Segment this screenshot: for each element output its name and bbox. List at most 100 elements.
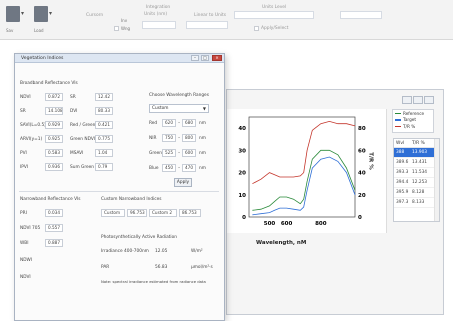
- units-nm-label: Units (nm): [144, 12, 168, 17]
- integration-field[interactable]: [142, 21, 176, 29]
- band-to[interactable]: 470: [182, 164, 196, 172]
- legend-swatch: [395, 125, 401, 127]
- minimize-icon[interactable]: [402, 96, 412, 104]
- save-button[interactable]: [6, 6, 20, 22]
- legend-swatch: [395, 112, 401, 114]
- wng-caption: Wng: [121, 26, 131, 31]
- list-item-value: 12.253: [412, 180, 428, 185]
- par-row-value: 56.83: [155, 265, 168, 270]
- legend-item-target: Target: [393, 117, 433, 124]
- load-button-label: Load: [34, 28, 44, 33]
- sensor-select-value: Custom: [152, 106, 169, 111]
- y-right-tick: 40: [358, 171, 366, 177]
- y-right-tick: 80: [358, 126, 366, 132]
- apply-select-label: Apply/Select: [261, 26, 289, 31]
- maximize-icon[interactable]: □: [201, 55, 209, 61]
- section-divider: [19, 191, 219, 192]
- custom-narrowband-header: Custom Narrowband Indices: [101, 197, 162, 202]
- list-item-value: 13.903: [412, 150, 428, 155]
- load-connect-field[interactable]: [340, 11, 382, 19]
- band-name: Green: [149, 151, 163, 156]
- y-left-tick: 10: [238, 193, 246, 199]
- custom-index-value: 96.753: [127, 209, 147, 217]
- legend-item-reference: Reference: [393, 110, 433, 117]
- series-line-2: [252, 156, 356, 216]
- index-name: SR: [20, 109, 26, 114]
- custom-index-label[interactable]: Custom 2: [149, 209, 177, 217]
- chevron-down-icon[interactable]: ▾: [21, 10, 25, 17]
- results-list[interactable]: Wvl T/R % 388 13.903 389.6 13.431 393.3 …: [393, 138, 440, 222]
- index-value: 0.936: [45, 163, 63, 171]
- list-item-wvl: 388: [396, 150, 405, 155]
- band-from[interactable]: 525: [162, 149, 176, 157]
- dialog-titlebar[interactable]: Vegetation Indices – □ ×: [15, 54, 224, 63]
- x-tick: 800: [315, 221, 327, 227]
- legend-label: T/R %: [403, 123, 416, 129]
- list-item-wvl: 394.4: [396, 180, 409, 185]
- chevron-down-icon[interactable]: ▾: [49, 10, 53, 17]
- narrow-index-value: 0.557: [45, 224, 63, 232]
- index-name: SR: [70, 95, 76, 100]
- broadband-header: Broadband Reflectance VIs: [20, 81, 78, 86]
- list-item-value: 8.133: [412, 200, 425, 205]
- list-item-wvl: 389.6: [396, 160, 409, 165]
- inv-checkbox[interactable]: [114, 26, 119, 31]
- list-item[interactable]: 395.9 8.128: [394, 188, 439, 198]
- band-from[interactable]: 750: [162, 134, 176, 142]
- vegetation-indices-dialog: Vegetation Indices – □ × Broadband Refle…: [14, 53, 225, 321]
- legend-label: Target: [403, 117, 416, 123]
- band-name: Blue: [149, 166, 159, 171]
- y-left-tick: 0: [242, 215, 246, 221]
- maximize-icon[interactable]: [413, 96, 423, 104]
- narrow-index-value: 0.887: [45, 239, 63, 247]
- linear-units-field[interactable]: [186, 21, 228, 29]
- linear-units-label: Linear to Units: [194, 13, 227, 18]
- units-level-label: Units Level: [262, 5, 287, 10]
- narrow-index-value: 0.034: [45, 209, 63, 217]
- x-tick: 600: [281, 221, 293, 227]
- list-item[interactable]: 393.3 11.534: [394, 168, 439, 178]
- custom-index-value: 86.753: [179, 209, 201, 217]
- custom-index-label[interactable]: Custom: [101, 209, 125, 217]
- wavelength-ranges-label: Choose Wavelength Ranges: [149, 93, 209, 98]
- index-value: 0.583: [45, 149, 63, 157]
- band-to[interactable]: 680: [182, 119, 196, 127]
- dialog-title: Vegetation Indices: [21, 55, 64, 61]
- index-name: Sum Green: [70, 165, 95, 170]
- inv-caption: Inv: [121, 18, 128, 23]
- load-button[interactable]: [34, 6, 48, 22]
- band-from[interactable]: 620: [162, 119, 176, 127]
- minimize-icon[interactable]: –: [191, 55, 199, 61]
- series-line-3: [252, 120, 356, 185]
- list-item[interactable]: 394.4 12.253: [394, 178, 439, 188]
- par-row-label: PAR: [101, 265, 110, 270]
- band-to[interactable]: 800: [182, 134, 196, 142]
- apply-button[interactable]: Apply: [174, 178, 192, 187]
- narrow-index-name: NDVI: [20, 275, 31, 280]
- list-item[interactable]: 388 13.903: [394, 148, 439, 158]
- par-header: Photosynthetically Active Radiation: [101, 235, 177, 240]
- index-name: DVI: [70, 109, 78, 114]
- list-item[interactable]: 389.6 13.431: [394, 158, 439, 168]
- y-axis-right-label: T/R %: [367, 152, 374, 170]
- apply-select-checkbox[interactable]: [254, 26, 259, 31]
- list-scrollbar[interactable]: [434, 139, 439, 221]
- close-icon[interactable]: [424, 96, 434, 104]
- sensor-select[interactable]: Custom ▼: [149, 104, 209, 113]
- list-item[interactable]: 397.3 8.133: [394, 198, 439, 208]
- save-button-label: Sav: [6, 28, 14, 33]
- y-right-tick: 20: [358, 193, 366, 199]
- band-to[interactable]: 600: [182, 149, 196, 157]
- index-value: 0.872: [45, 93, 63, 101]
- index-name: ARVI(y=1): [20, 137, 43, 142]
- band-from[interactable]: 450: [162, 164, 176, 172]
- index-name: Green NDVI: [70, 137, 96, 142]
- close-icon[interactable]: ×: [212, 55, 222, 61]
- index-value: 0.929: [45, 121, 63, 129]
- band-unit: nm: [199, 166, 206, 171]
- index-value: 0.925: [45, 135, 63, 143]
- y-left-tick: 40: [238, 126, 246, 132]
- units-level-field[interactable]: [234, 11, 314, 19]
- index-value: 0.775: [95, 135, 113, 143]
- legend-item-tr: T/R %: [393, 123, 433, 130]
